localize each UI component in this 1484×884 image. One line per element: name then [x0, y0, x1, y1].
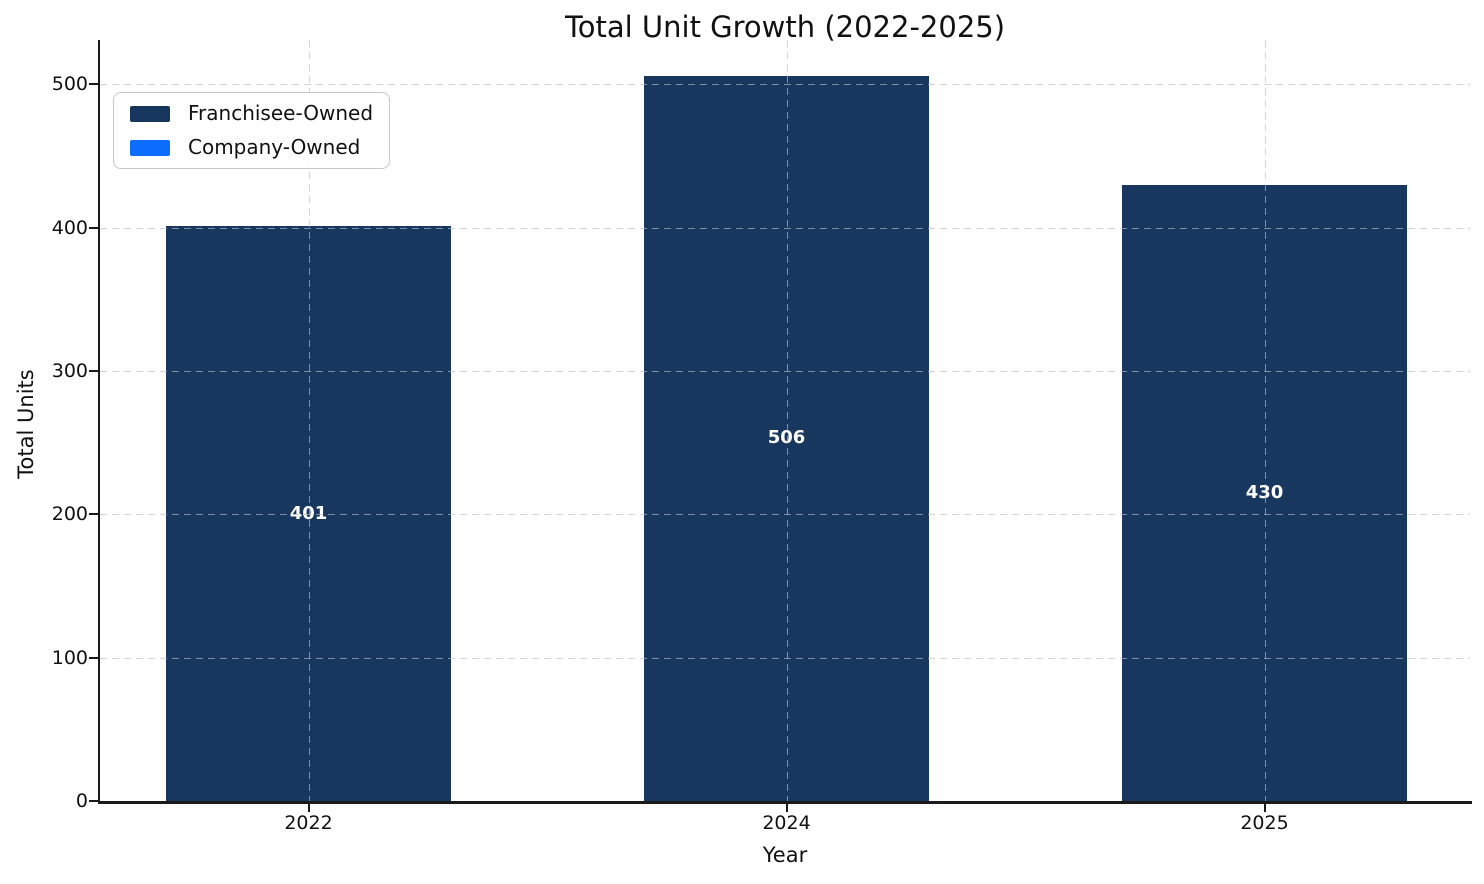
gridline-v-2022	[308, 40, 310, 801]
y-tick-label-200: 200	[51, 503, 88, 526]
y-tick-label-300: 300	[51, 360, 88, 383]
bar-value-label: 506	[767, 427, 806, 449]
y-tick-label-500: 500	[51, 73, 88, 96]
y-tick-mark-500	[89, 83, 98, 86]
gridline-v-2024	[786, 40, 788, 801]
y-tick-label-400: 400	[51, 216, 88, 239]
bar-value-label: 401	[289, 502, 328, 524]
x-axis-label: Year	[762, 843, 808, 867]
legend: Franchisee-Owned Company-Owned	[113, 92, 391, 169]
legend-swatch-company-owned	[130, 139, 170, 156]
y-tick-mark-400	[89, 226, 98, 229]
gridline-h-100	[100, 657, 1470, 659]
x-tick-mark-2022	[307, 803, 310, 812]
x-axis-spine	[98, 801, 1472, 804]
gridline-h-400	[100, 227, 1470, 229]
bar-value-label: 430	[1245, 481, 1284, 503]
chart-title: Total Unit Growth (2022-2025)	[564, 10, 1006, 44]
gridline-h-300	[100, 371, 1470, 373]
x-tick-label-2022: 2022	[284, 812, 333, 834]
legend-label-franchisee-owned: Franchisee-Owned	[188, 101, 374, 125]
legend-swatch-franchisee-owned	[130, 105, 170, 122]
y-tick-mark-0	[89, 800, 98, 802]
y-axis-spine	[98, 40, 100, 804]
x-tick-label-2024: 2024	[762, 812, 811, 834]
y-tick-mark-200	[89, 513, 98, 516]
gridline-v-2025	[1264, 40, 1266, 801]
y-tick-mark-100	[89, 656, 98, 659]
y-tick-mark-300	[89, 370, 98, 373]
gridline-h-500	[100, 84, 1470, 86]
x-tick-mark-2024	[785, 803, 788, 812]
x-tick-label-2025: 2025	[1240, 812, 1289, 834]
legend-label-company-owned: Company-Owned	[188, 135, 361, 159]
legend-item-company-owned: Company-Owned	[130, 136, 373, 159]
gridline-h-200	[100, 514, 1470, 516]
legend-item-franchisee-owned: Franchisee-Owned	[130, 102, 373, 125]
y-axis-label: Total Units	[14, 369, 38, 479]
x-tick-mark-2025	[1263, 803, 1266, 812]
plot-area: 401 506 430	[100, 40, 1470, 801]
y-tick-label-100: 100	[51, 646, 88, 669]
y-tick-label-0: 0	[75, 790, 88, 812]
